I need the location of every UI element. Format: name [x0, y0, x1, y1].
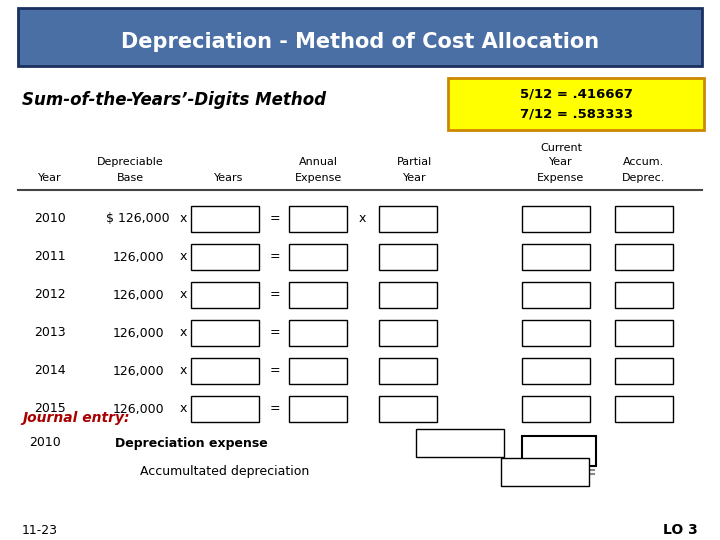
Text: 2014: 2014 — [34, 364, 66, 377]
Text: Annual: Annual — [299, 157, 338, 167]
Text: =: = — [270, 402, 280, 415]
Bar — [615, 282, 673, 308]
Text: =: = — [270, 327, 280, 340]
Text: Depreciation - Method of Cost Allocation: Depreciation - Method of Cost Allocation — [121, 32, 599, 52]
Text: =: = — [270, 251, 280, 264]
Text: Deprec.: Deprec. — [622, 173, 666, 183]
Bar — [191, 244, 259, 270]
Bar — [522, 244, 590, 270]
Text: Partial: Partial — [397, 157, 433, 167]
Text: =: = — [270, 364, 280, 377]
Text: =: = — [270, 213, 280, 226]
Bar — [416, 429, 504, 457]
Bar — [522, 320, 590, 346]
Text: =: = — [270, 288, 280, 301]
Text: Depreciation expense: Depreciation expense — [115, 436, 268, 449]
Text: x: x — [179, 213, 186, 226]
Bar — [379, 282, 437, 308]
Text: x: x — [179, 288, 186, 301]
Text: 2010: 2010 — [29, 436, 61, 449]
Bar — [615, 320, 673, 346]
Text: Year: Year — [403, 173, 427, 183]
Bar — [379, 396, 437, 422]
Bar — [522, 206, 590, 232]
Bar — [615, 244, 673, 270]
Text: x: x — [179, 251, 186, 264]
Text: Accumultated depreciation: Accumultated depreciation — [140, 465, 310, 478]
Bar — [379, 358, 437, 384]
Bar — [191, 320, 259, 346]
Bar — [191, 282, 259, 308]
Text: x: x — [179, 402, 186, 415]
Text: Expense: Expense — [294, 173, 341, 183]
Text: 2010: 2010 — [34, 213, 66, 226]
Text: 2011: 2011 — [34, 251, 66, 264]
Bar — [501, 458, 589, 486]
Bar — [615, 206, 673, 232]
Text: 2012: 2012 — [34, 288, 66, 301]
Bar — [289, 244, 347, 270]
Bar — [615, 396, 673, 422]
Text: 5/12 = .416667
7/12 = .583333: 5/12 = .416667 7/12 = .583333 — [520, 87, 632, 120]
Text: LO 3: LO 3 — [663, 523, 698, 537]
Text: 11-23: 11-23 — [22, 523, 58, 537]
Bar — [379, 320, 437, 346]
Text: x: x — [179, 327, 186, 340]
Text: 126,000: 126,000 — [112, 364, 164, 377]
Bar — [379, 206, 437, 232]
Bar — [191, 396, 259, 422]
Text: 126,000: 126,000 — [112, 327, 164, 340]
Text: Year: Year — [549, 157, 573, 167]
Text: 2015: 2015 — [34, 402, 66, 415]
Bar — [191, 206, 259, 232]
Text: 126,000: 126,000 — [112, 402, 164, 415]
Bar — [615, 358, 673, 384]
Text: Journal entry:: Journal entry: — [22, 411, 130, 425]
Text: $ 126,000: $ 126,000 — [106, 213, 170, 226]
Text: Years: Years — [215, 173, 243, 183]
Text: x: x — [179, 364, 186, 377]
Bar — [522, 436, 596, 466]
Text: 126,000: 126,000 — [112, 251, 164, 264]
Text: 2013: 2013 — [34, 327, 66, 340]
Bar — [289, 396, 347, 422]
Text: Accum.: Accum. — [624, 157, 665, 167]
Bar — [522, 396, 590, 422]
Bar — [289, 358, 347, 384]
Bar — [522, 282, 590, 308]
Text: 126,000: 126,000 — [112, 288, 164, 301]
Text: Current: Current — [540, 143, 582, 153]
Bar — [289, 206, 347, 232]
Text: Expense: Expense — [537, 173, 585, 183]
Bar — [289, 320, 347, 346]
Bar — [522, 358, 590, 384]
Bar — [289, 282, 347, 308]
Text: Base: Base — [117, 173, 143, 183]
Text: Sum-of-the-Years’-Digits Method: Sum-of-the-Years’-Digits Method — [22, 91, 326, 109]
Text: x: x — [359, 213, 366, 226]
Bar — [18, 8, 702, 66]
Bar — [448, 78, 704, 130]
Text: Year: Year — [38, 173, 62, 183]
Text: Depreciable: Depreciable — [96, 157, 163, 167]
Bar — [379, 244, 437, 270]
Bar — [191, 358, 259, 384]
